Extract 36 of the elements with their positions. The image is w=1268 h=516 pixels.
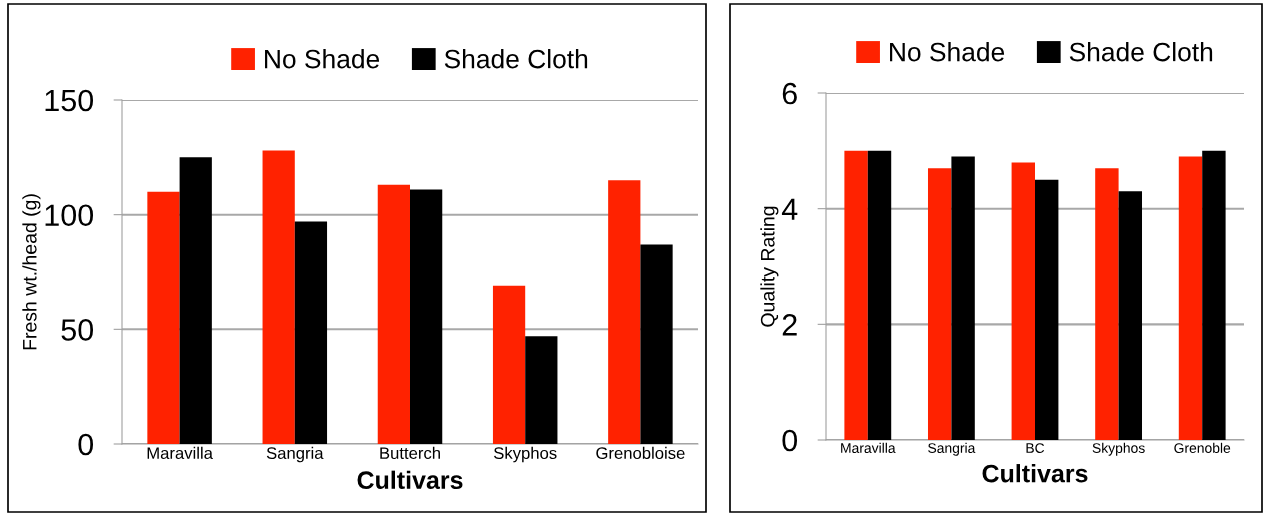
y-tick-label: 2 (782, 314, 797, 336)
bar (640, 244, 673, 444)
legend-label: Shade Cloth (1069, 42, 1213, 62)
x-axis-title: Cultivars (982, 464, 1088, 483)
y-axis-title: Quality Rating (760, 206, 779, 327)
legend-label: No Shade (890, 42, 1005, 62)
x-tick-label: Maravilla (147, 446, 213, 460)
y-axis-title: Fresh wt./head (g) (22, 194, 41, 350)
y-tick-label: 150 (45, 89, 94, 112)
legend-label: No Shade (265, 49, 380, 69)
y-tick-label: 50 (61, 319, 94, 341)
legend-label: Shade Cloth (444, 49, 588, 69)
y-tick-label: 0 (782, 429, 798, 452)
y-tick-label: 4 (781, 198, 798, 220)
bar (262, 150, 295, 444)
x-tick-label: Grenobloise (596, 446, 685, 460)
y-tick-label: 0 (78, 433, 94, 456)
bar (492, 285, 526, 444)
bar (608, 180, 641, 444)
x-tick-label: BC (1026, 443, 1045, 453)
x-tick-label: Sangria (928, 442, 976, 456)
x-tick-label: Butterch (380, 446, 440, 460)
x-tick-label: Grenoble (1174, 442, 1231, 453)
x-tick-label: Skyphos (1092, 442, 1145, 456)
bar (179, 157, 212, 444)
bar (147, 191, 180, 444)
bar (377, 184, 410, 444)
x-tick-label: Skyphos (494, 446, 557, 463)
y-tick-label: 100 (45, 204, 94, 227)
x-axis-title: Cultivars (357, 470, 463, 490)
x-tick-label: Sangria (266, 446, 324, 463)
bar (294, 221, 328, 444)
bar (525, 336, 558, 444)
bar (410, 189, 443, 444)
x-tick-label: Maravilla (841, 442, 896, 453)
y-tick-label: 6 (782, 82, 797, 105)
